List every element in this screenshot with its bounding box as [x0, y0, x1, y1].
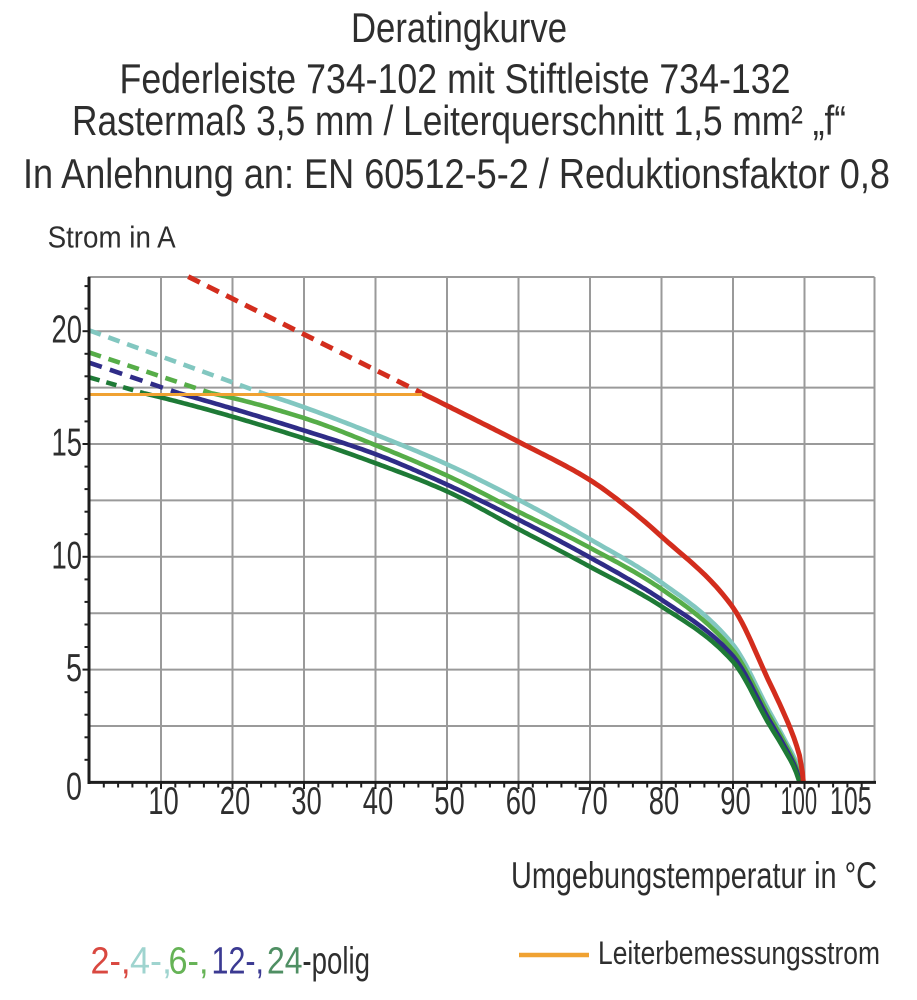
svg-text:4-,: 4-,: [130, 941, 172, 983]
svg-text:12-,: 12-,: [212, 941, 265, 983]
svg-text:100: 100: [780, 780, 817, 823]
svg-text:20: 20: [220, 780, 251, 823]
svg-text:0: 0: [66, 766, 82, 809]
svg-text:90: 90: [720, 780, 751, 823]
svg-text:15: 15: [52, 422, 83, 465]
svg-text:40: 40: [363, 780, 394, 823]
svg-text:105: 105: [830, 780, 872, 823]
svg-text:In Anlehnung an: EN 60512-5-2: In Anlehnung an: EN 60512-5-2 / Reduktio…: [23, 150, 890, 197]
svg-text:Umgebungstemperatur in °C: Umgebungstemperatur in °C: [511, 855, 877, 896]
svg-text:Federleiste 734-102 mit Stiftl: Federleiste 734-102 mit Stiftleiste 734-…: [120, 55, 791, 102]
svg-text:24: 24: [267, 941, 303, 983]
svg-text:-polig: -polig: [302, 941, 370, 983]
svg-text:80: 80: [649, 780, 680, 823]
svg-text:60: 60: [506, 780, 537, 823]
svg-text:10: 10: [52, 534, 83, 577]
svg-text:Rastermaß 3,5 mm / Leiterquers: Rastermaß 3,5 mm / Leiterquerschnitt 1,5…: [72, 97, 846, 144]
svg-text:50: 50: [434, 780, 465, 823]
svg-text:70: 70: [577, 780, 608, 823]
svg-text:10: 10: [148, 780, 179, 823]
svg-text:Strom in A: Strom in A: [48, 220, 176, 255]
svg-text:6-,: 6-,: [169, 941, 209, 983]
svg-text:5: 5: [66, 647, 82, 690]
svg-text:Deratingkurve: Deratingkurve: [351, 4, 567, 51]
svg-text:30: 30: [291, 780, 322, 823]
svg-text:20: 20: [52, 309, 83, 352]
svg-text:2-,: 2-,: [91, 941, 131, 983]
svg-text:Leiterbemessungsstrom: Leiterbemessungsstrom: [598, 935, 880, 971]
